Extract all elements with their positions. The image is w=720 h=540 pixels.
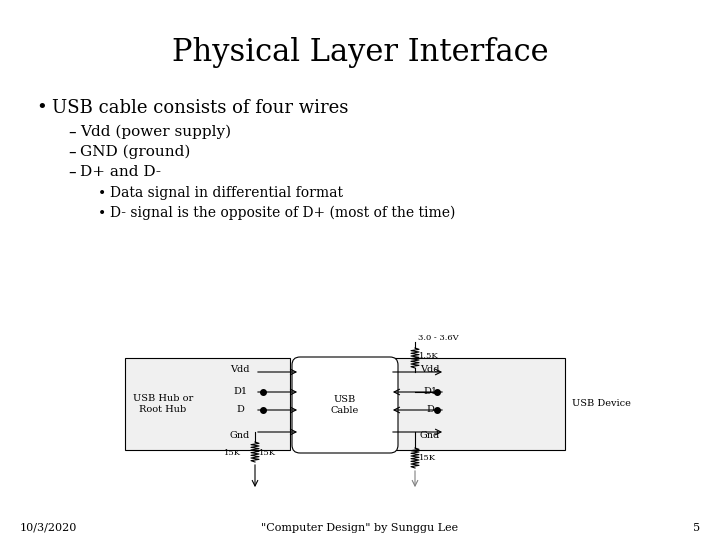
Text: •: •	[98, 186, 107, 200]
Text: 1.5K: 1.5K	[419, 352, 438, 360]
Text: Vdd: Vdd	[420, 364, 440, 374]
Text: 3.0 - 3.6V: 3.0 - 3.6V	[418, 334, 459, 342]
Text: D: D	[236, 406, 244, 415]
Text: D1: D1	[423, 388, 437, 396]
Text: 15K: 15K	[419, 454, 436, 462]
Text: USB Device: USB Device	[572, 400, 631, 408]
Text: D- signal is the opposite of D+ (most of the time): D- signal is the opposite of D+ (most of…	[110, 206, 455, 220]
Text: Data signal in differential format: Data signal in differential format	[110, 186, 343, 200]
Text: USB
Cable: USB Cable	[331, 395, 359, 415]
Text: USB Hub or
Root Hub: USB Hub or Root Hub	[133, 394, 193, 414]
Text: •: •	[36, 99, 47, 117]
Text: Vdd: Vdd	[230, 364, 250, 374]
Text: –: –	[68, 145, 76, 159]
Text: –: –	[68, 165, 76, 179]
Text: Gnd: Gnd	[420, 430, 440, 440]
Bar	[390, 358, 565, 450]
Text: •: •	[98, 206, 107, 220]
Text: 10/3/2020: 10/3/2020	[20, 523, 77, 533]
Text: 15K: 15K	[259, 449, 276, 457]
Text: D1: D1	[233, 388, 247, 396]
Bar	[125, 358, 290, 450]
Text: D: D	[426, 406, 434, 415]
Text: "Computer Design" by Sunggu Lee: "Computer Design" by Sunggu Lee	[261, 523, 459, 533]
Text: Physical Layer Interface: Physical Layer Interface	[171, 37, 549, 68]
Text: D+ and D-: D+ and D-	[80, 165, 161, 179]
FancyBboxPatch shape	[292, 357, 398, 453]
Text: USB cable consists of four wires: USB cable consists of four wires	[52, 99, 348, 117]
Text: 5: 5	[693, 523, 700, 533]
Text: GND (ground): GND (ground)	[80, 145, 190, 159]
Text: –: –	[68, 125, 76, 139]
Text: Vdd (power supply): Vdd (power supply)	[80, 125, 231, 139]
Text: 15K: 15K	[224, 449, 241, 457]
Text: Gnd: Gnd	[230, 430, 250, 440]
